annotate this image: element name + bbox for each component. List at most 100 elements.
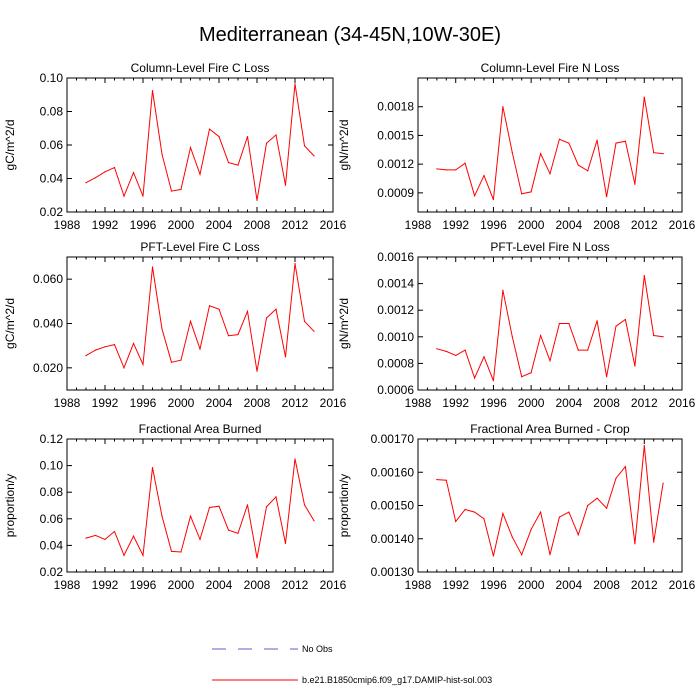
data-point bbox=[643, 445, 645, 447]
data-point bbox=[587, 349, 589, 351]
data-point bbox=[303, 504, 306, 506]
x-tick-label: 1992 bbox=[442, 578, 469, 592]
data-point bbox=[161, 515, 163, 517]
x-tick-label: 2000 bbox=[168, 578, 195, 592]
y-tick-label: 0.02 bbox=[40, 205, 64, 219]
y-tick-label: 0.06 bbox=[40, 138, 64, 152]
data-point bbox=[85, 182, 87, 184]
data-point bbox=[142, 363, 144, 366]
y-tick-label: 0.020 bbox=[33, 361, 63, 375]
y-tick-label: 0.04 bbox=[40, 172, 64, 186]
data-point bbox=[492, 380, 495, 382]
x-tick-label: 1996 bbox=[130, 578, 157, 592]
y-tick-label: 0.08 bbox=[40, 485, 64, 499]
y-tick-label: 0.00160 bbox=[371, 465, 415, 479]
data-point bbox=[227, 529, 230, 531]
series-line-1 bbox=[436, 275, 664, 381]
data-point bbox=[284, 184, 287, 186]
data-point bbox=[256, 199, 258, 201]
data-point bbox=[568, 322, 570, 325]
data-point bbox=[502, 512, 504, 515]
x-tick-label: 2016 bbox=[320, 218, 347, 232]
y-axis-label: gN/m^2/d bbox=[337, 298, 351, 349]
data-point bbox=[653, 541, 655, 543]
data-point bbox=[94, 349, 97, 351]
x-tick-label: 1996 bbox=[480, 396, 507, 410]
data-point bbox=[199, 173, 201, 175]
data-point bbox=[568, 142, 570, 144]
data-point bbox=[94, 177, 97, 179]
panel-title: Column-Level Fire N Loss bbox=[481, 61, 620, 75]
legend-label-model: b.e21.B1850cmip6.f09_g17.DAMIP-hist-sol.… bbox=[302, 675, 492, 685]
data-point bbox=[521, 376, 523, 378]
data-point bbox=[530, 191, 532, 193]
x-tick-label: 2012 bbox=[282, 218, 309, 232]
data-point bbox=[605, 376, 608, 378]
y-tick-label: 0.00140 bbox=[371, 532, 415, 546]
data-point bbox=[237, 532, 239, 535]
data-point bbox=[568, 511, 570, 513]
data-point bbox=[104, 171, 106, 173]
data-point bbox=[634, 543, 636, 545]
y-axis-label: gC/m^2/d bbox=[3, 298, 17, 349]
data-point bbox=[303, 145, 306, 147]
data-point bbox=[132, 535, 135, 537]
data-point bbox=[218, 505, 220, 507]
y-axis-label: gC/m^2/d bbox=[3, 120, 17, 171]
legend: No Obs b.e21.B1850cmip6.f09_g17.DAMIP-hi… bbox=[212, 644, 492, 685]
data-point bbox=[142, 554, 144, 556]
data-point bbox=[123, 195, 125, 197]
panel-title: Fractional Area Burned - Crop bbox=[470, 422, 630, 436]
data-point bbox=[624, 318, 627, 321]
data-point bbox=[208, 506, 211, 509]
data-point bbox=[530, 528, 532, 531]
data-point bbox=[256, 557, 258, 559]
data-point bbox=[662, 482, 664, 484]
data-point bbox=[132, 342, 135, 345]
data-point bbox=[123, 367, 125, 369]
data-point bbox=[558, 322, 561, 325]
data-point bbox=[246, 136, 249, 138]
x-tick-label: 2008 bbox=[593, 396, 620, 410]
data-point bbox=[218, 308, 220, 310]
data-point bbox=[436, 348, 438, 350]
plot-frame bbox=[417, 77, 683, 213]
data-point bbox=[615, 325, 617, 327]
data-point bbox=[189, 320, 192, 322]
data-point bbox=[643, 275, 645, 277]
data-point bbox=[170, 361, 173, 363]
data-point bbox=[634, 365, 636, 367]
data-point bbox=[227, 161, 230, 164]
data-point bbox=[113, 167, 116, 169]
data-point bbox=[615, 142, 617, 144]
legend-label-no-obs: No Obs bbox=[302, 644, 333, 654]
x-tick-label: 2016 bbox=[669, 218, 696, 232]
data-point bbox=[294, 458, 296, 460]
panel-1: Column-Level Fire C Loss gC/m^2/d 1988 1992… bbox=[3, 61, 347, 232]
y-axis-label: proportion/y bbox=[337, 474, 351, 537]
data-point bbox=[199, 538, 201, 541]
y-tick-label: 0.10 bbox=[40, 71, 64, 85]
x-tick-label: 2012 bbox=[631, 578, 658, 592]
data-point bbox=[662, 336, 664, 338]
data-point bbox=[294, 83, 296, 85]
data-point bbox=[455, 354, 457, 357]
data-point bbox=[151, 266, 154, 268]
data-point bbox=[530, 372, 532, 374]
x-tick-label: 1996 bbox=[130, 218, 157, 232]
panel-4: PFT-Level Fire N Loss gN/m^2/d 1988 1992 199… bbox=[337, 240, 696, 410]
y-tick-label: 0.0016 bbox=[377, 250, 414, 264]
y-tick-label: 0.0006 bbox=[377, 383, 414, 397]
data-point bbox=[113, 530, 116, 533]
data-point bbox=[151, 466, 154, 469]
data-point bbox=[539, 334, 542, 337]
data-point bbox=[170, 190, 173, 192]
panel-2: Column-Level Fire N Loss gN/m^2/d 1988 1992… bbox=[337, 61, 696, 232]
data-point bbox=[275, 496, 277, 498]
x-tick-label: 1988 bbox=[405, 218, 432, 232]
data-point bbox=[113, 343, 116, 346]
data-point bbox=[208, 305, 211, 307]
plot-frame bbox=[417, 438, 683, 573]
data-point bbox=[464, 508, 466, 511]
